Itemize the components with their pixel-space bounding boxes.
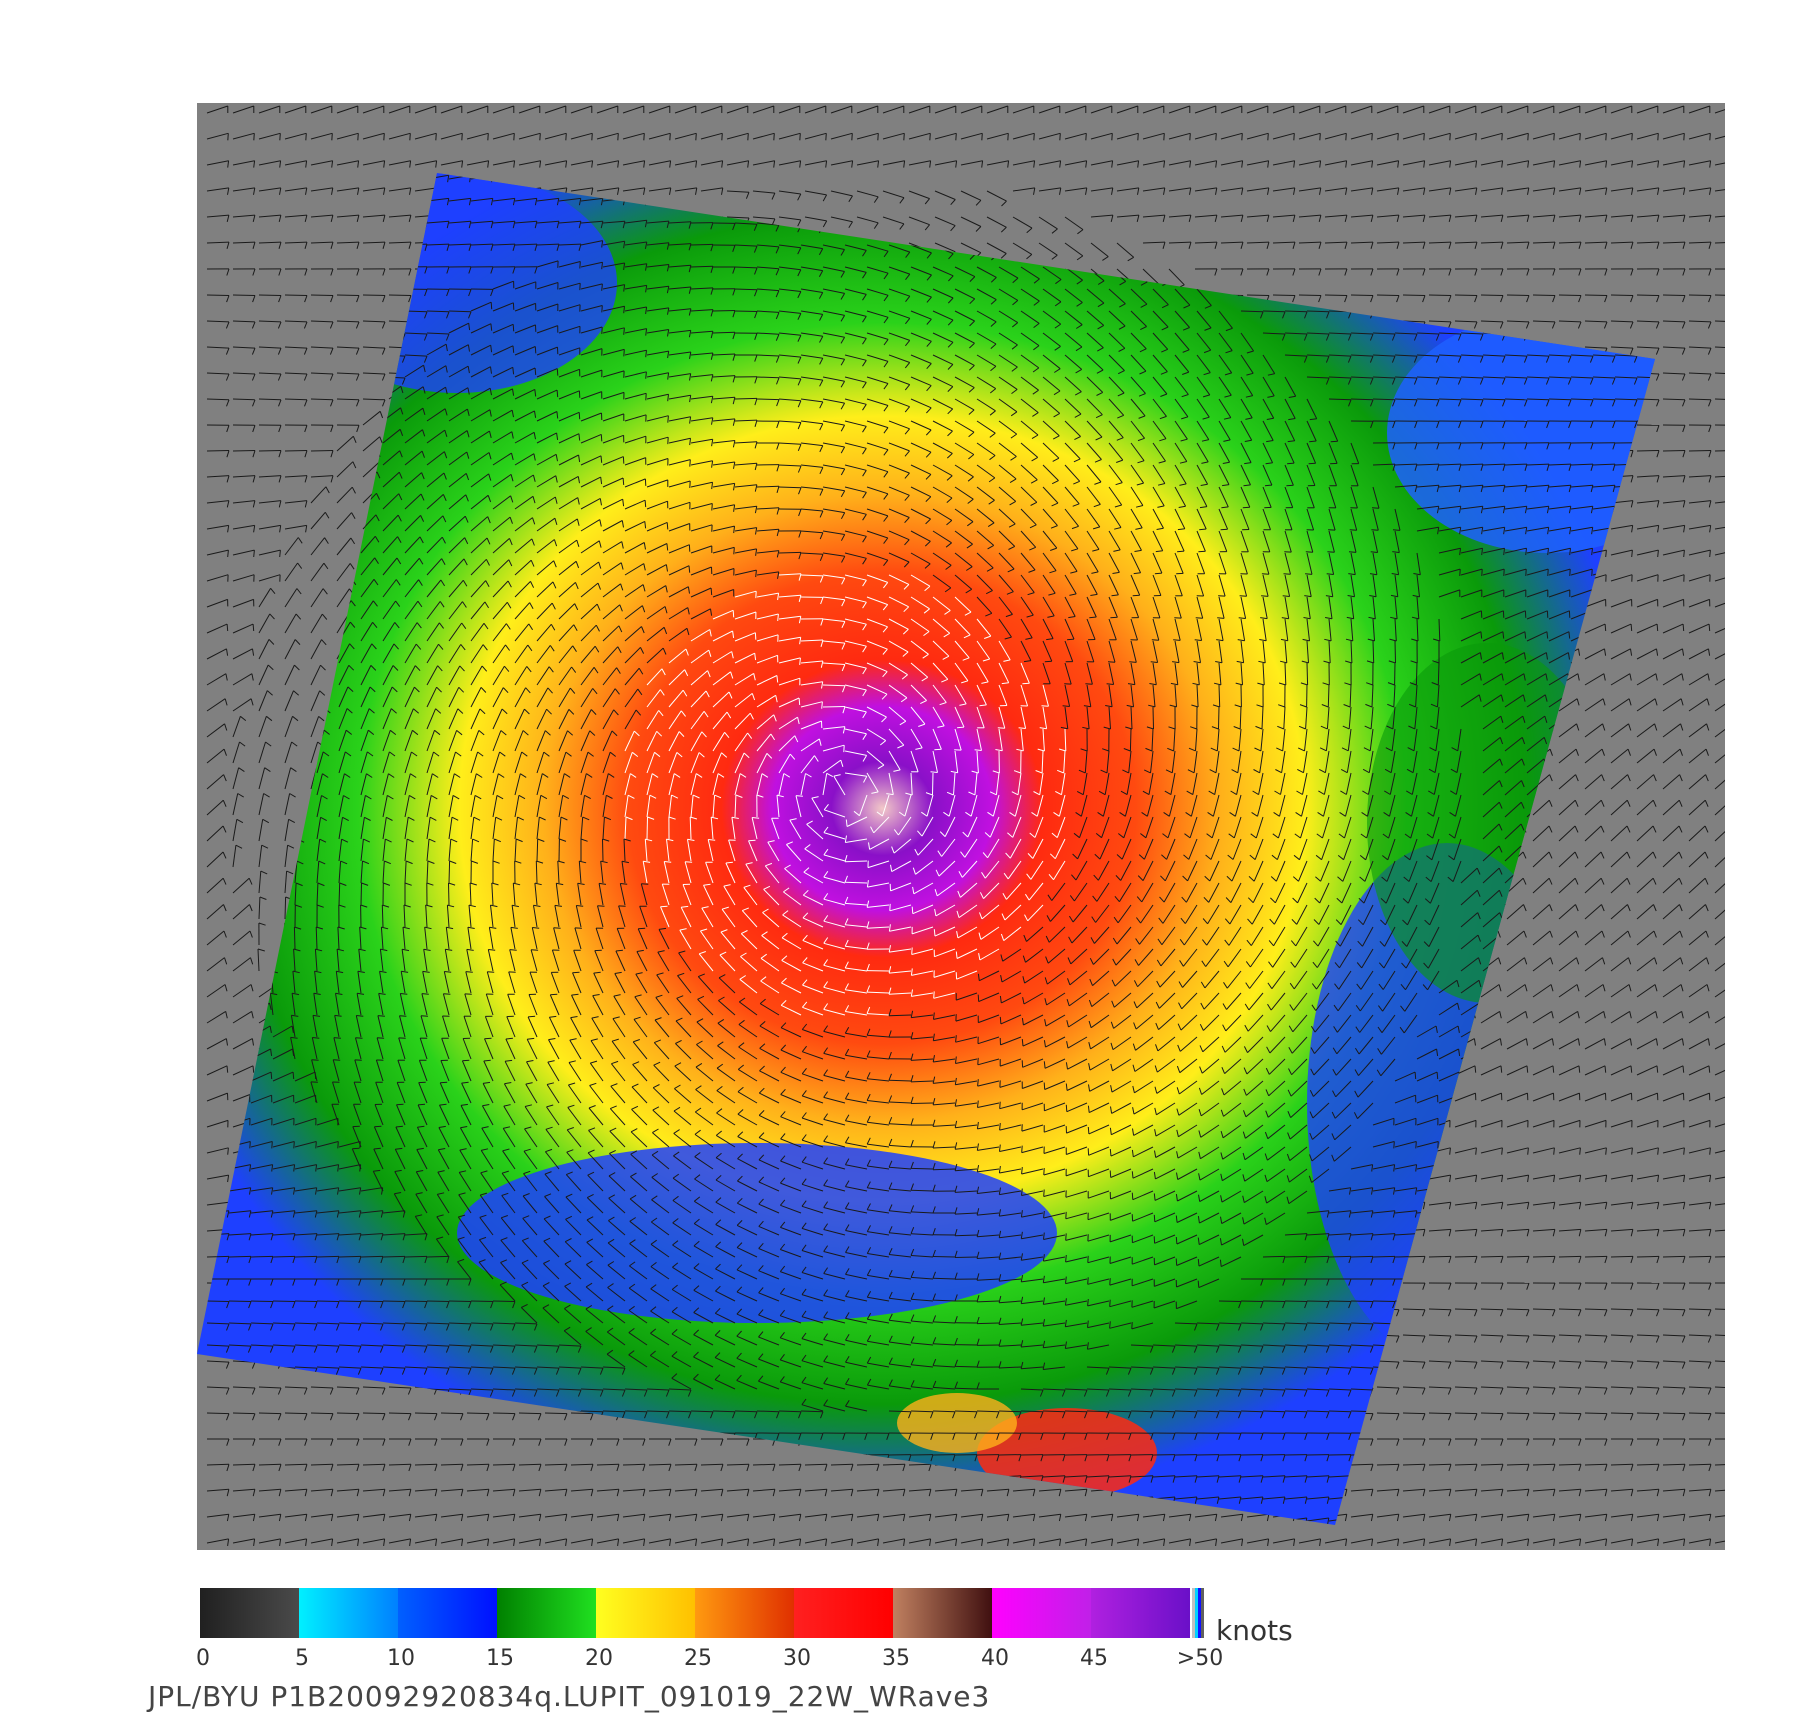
colorbar-tick-label: 30 <box>783 1646 811 1671</box>
wind-field-map <box>197 103 1725 1550</box>
colorbar-segment <box>200 1588 299 1638</box>
colorbar-tick-label: 0 <box>196 1646 210 1671</box>
colorbar-tick-label: 45 <box>1080 1646 1108 1671</box>
scatterometer-wind-swath <box>197 105 1725 1546</box>
colorbar-tick-label: 25 <box>684 1646 712 1671</box>
colorbar-segment <box>398 1588 497 1638</box>
colorbar-tick-label: 20 <box>585 1646 613 1671</box>
colorbar-tick-label: 5 <box>295 1646 309 1671</box>
colorbar-segment <box>794 1588 893 1638</box>
colorbar-segment <box>695 1588 794 1638</box>
colorbar-tick-label: 40 <box>981 1646 1009 1671</box>
colorbar-tick-label: >50 <box>1176 1646 1224 1671</box>
wind-speed-colorbar <box>200 1588 1206 1638</box>
colorbar-units-label: knots <box>1216 1614 1293 1647</box>
colorbar-segment <box>497 1588 596 1638</box>
colorbar-tick-label: 15 <box>486 1646 514 1671</box>
product-id-label: JPL/BYU P1B20092920834q.LUPIT_091019_22W… <box>148 1680 991 1713</box>
colorbar-segment <box>1091 1588 1190 1638</box>
colorbar-segment <box>299 1588 398 1638</box>
colorbar-segment <box>596 1588 695 1638</box>
colorbar-tick-label: 10 <box>387 1646 415 1671</box>
colorbar-tail <box>1192 1588 1206 1638</box>
colorbar-segment <box>893 1588 992 1638</box>
colorbar-segment <box>992 1588 1091 1638</box>
colorbar-tick-label: 35 <box>882 1646 910 1671</box>
